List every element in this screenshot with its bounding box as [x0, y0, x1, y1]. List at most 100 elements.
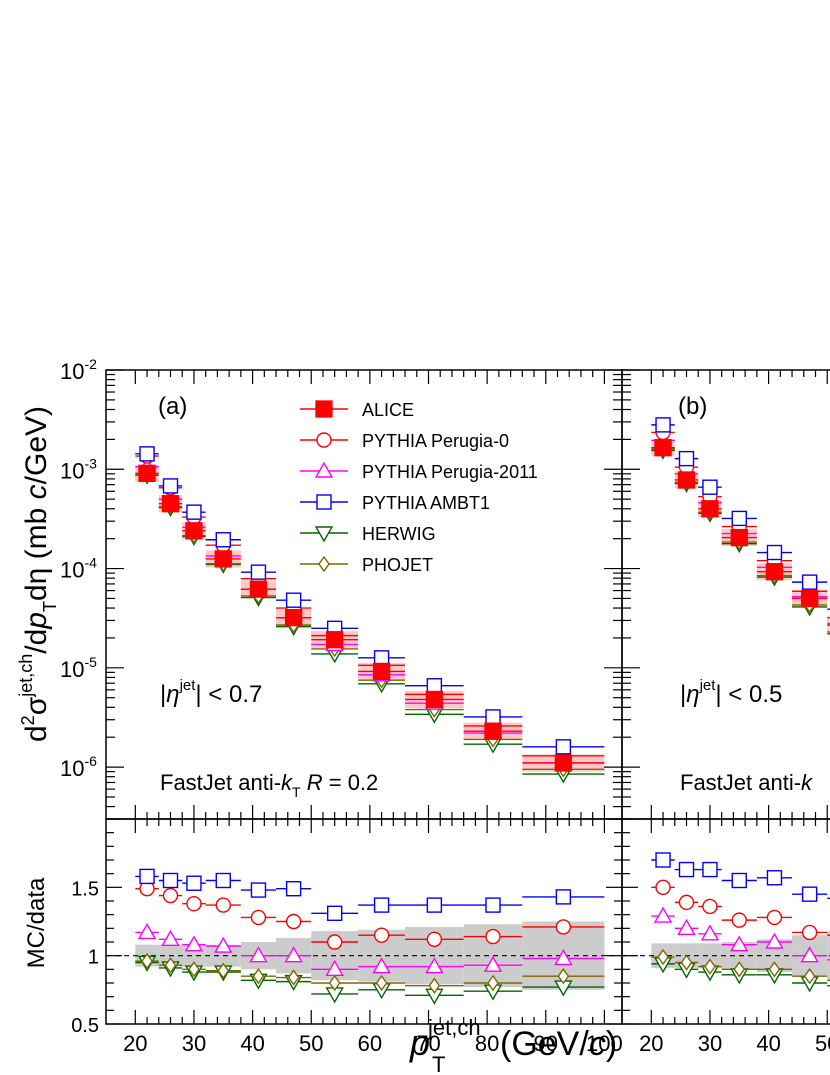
legend-marker: [314, 461, 334, 478]
data-point: [215, 532, 231, 548]
top-panel-frame: [621, 369, 830, 820]
algorithm-label: FastJet anti-kT R = 0.2: [160, 770, 378, 800]
ratio-point: [375, 974, 388, 992]
yt-T: T: [40, 601, 60, 612]
ratio-point: [188, 961, 200, 978]
legend-label: HERWIG: [362, 524, 436, 544]
ratio-point: [733, 961, 746, 978]
legend-entry: ALICE: [300, 400, 414, 420]
ratio-point: [250, 909, 267, 926]
y-tick-label: 10-2: [60, 356, 97, 384]
legend-entry: HERWIG: [300, 524, 436, 544]
data-point: [555, 739, 572, 755]
x-tick-label: 70: [416, 1031, 440, 1056]
ratio-point: [766, 909, 783, 926]
data-point: [655, 417, 671, 433]
data-point: [326, 631, 344, 649]
x-tick-label: 60: [358, 1031, 382, 1056]
yt-sigma: σ: [20, 696, 53, 715]
data-point: [186, 504, 202, 520]
ratio-point: [161, 929, 180, 946]
ratio-point: [557, 967, 570, 985]
ratio-sys-band: [827, 931, 830, 981]
legend-label: ALICE: [362, 400, 414, 420]
x-tick-label: 20: [123, 1031, 147, 1056]
data-point: [654, 439, 672, 457]
yt-slash-d: /d: [20, 629, 53, 654]
ratio-point: [653, 906, 673, 923]
ratio-point: [326, 934, 343, 950]
panel-label: (b): [678, 393, 707, 420]
y-tick-exponent: -4: [84, 555, 97, 571]
data-point: [162, 478, 179, 494]
data-point: [284, 609, 303, 627]
legend-entry: PHOJET: [300, 555, 433, 575]
ratio-point: [731, 872, 747, 889]
y-tick-label: 10-4: [60, 555, 97, 583]
legend-entry: PYTHIA Perugia-2011: [300, 461, 538, 482]
series-phojet: [135, 466, 605, 994]
x-tick-label: 50: [299, 1031, 323, 1056]
ratio-point: [483, 955, 503, 972]
ratio-point: [285, 881, 302, 897]
ratio-point: [284, 946, 303, 963]
legend-marker: [316, 432, 332, 448]
legend-entry: PYTHIA AMBT1: [300, 493, 490, 513]
ratio-axis-title: MC/data: [23, 877, 50, 968]
data-layer: [135, 417, 830, 1005]
ratio-point: [657, 948, 669, 966]
algo-r-value: = 0.2: [323, 770, 379, 795]
ratio-point: [373, 897, 390, 913]
ratio-point: [162, 887, 179, 904]
data-point: [730, 528, 748, 547]
yt-p: p: [20, 612, 53, 630]
ratio-point: [428, 977, 441, 994]
ratio-point: [766, 870, 783, 886]
ratio-point: [655, 879, 671, 896]
yt-gev: /GeV): [20, 406, 53, 484]
data-point: [800, 589, 819, 608]
data-point: [554, 754, 573, 772]
data-point: [425, 690, 444, 709]
x-tick-label-panel-b: 30: [698, 1031, 722, 1056]
ratio-point: [678, 894, 695, 911]
y-axis-title: d2σjet,ch/dpTdη (mb c/GeV): [16, 406, 60, 742]
data-point: [249, 580, 268, 598]
ratio-point: [678, 861, 695, 878]
ratio-point: [217, 962, 230, 979]
eta-symbol: η: [166, 681, 179, 708]
ratio-point: [215, 897, 231, 913]
legend-label: PHOJET: [362, 555, 433, 575]
data-point: [765, 563, 784, 581]
ratio-y-tick-label: 0.5: [71, 1015, 99, 1037]
text-layer: ALICE PYTHIA Perugia-0 PYTHIA Perugia-2011…: [16, 356, 830, 1075]
y-tick-base: 10: [60, 756, 84, 781]
ratio-point: [186, 875, 202, 891]
ratio-sys-band: [698, 943, 722, 968]
data-point: [702, 479, 718, 495]
algo-text: FastJet anti-: [160, 770, 281, 795]
ratio-point: [731, 912, 747, 928]
x-tick-label: 80: [475, 1031, 499, 1056]
legend-marker: [314, 526, 334, 543]
x-unit-a: (GeV/: [500, 1025, 589, 1063]
ratio-point: [162, 872, 179, 889]
data-point: [677, 471, 696, 489]
ratio-point: [680, 954, 693, 971]
legend-entry: PYTHIA Perugia-0: [300, 431, 509, 451]
x-tick-label: 90: [534, 1031, 558, 1056]
eta-cut-label: |ηjet| < 0.7: [160, 677, 262, 708]
x-title-sup: jet,ch: [427, 1015, 481, 1040]
ratio-point: [702, 898, 718, 915]
ratio-point: [765, 932, 784, 949]
ratio-point: [141, 952, 153, 970]
y-tick-base: 10: [60, 657, 84, 682]
ratio-point: [214, 936, 233, 953]
data-point: [484, 722, 502, 740]
ratio-point: [487, 974, 499, 992]
x-tick-label: 30: [182, 1031, 206, 1056]
ratio-point: [425, 957, 444, 974]
y-tick-base: 10: [60, 458, 84, 483]
yt-2: 2: [18, 715, 38, 725]
